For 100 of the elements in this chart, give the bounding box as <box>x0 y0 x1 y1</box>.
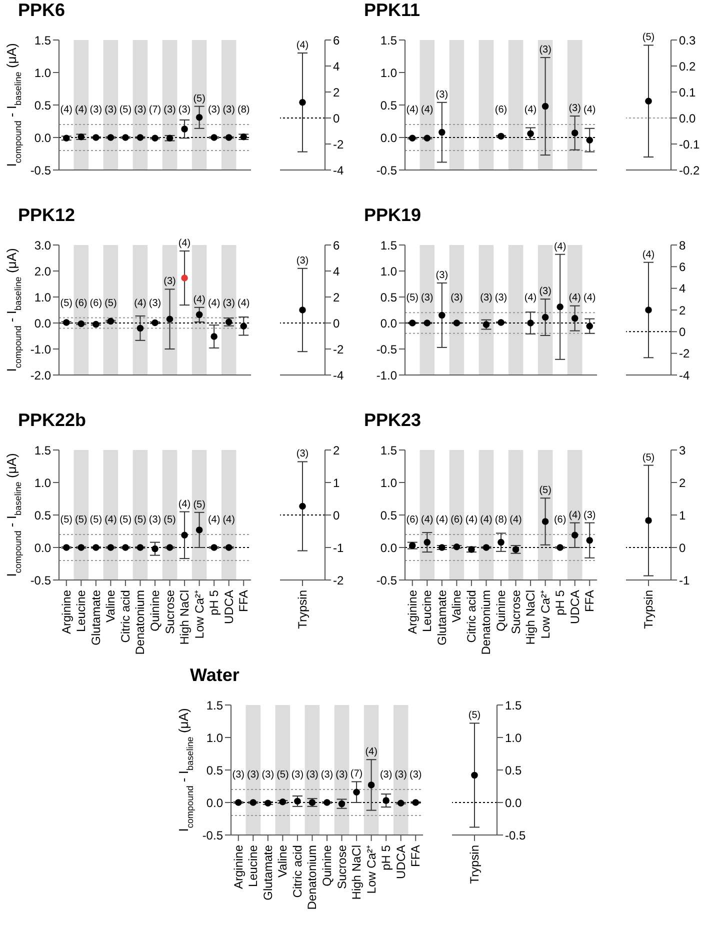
annotation: (6) <box>75 298 88 309</box>
y-tick-label: 0.5 <box>34 98 52 112</box>
annotation: (3) <box>436 89 448 100</box>
annotation: (4) <box>568 510 581 521</box>
y-tick-label: 1.5 <box>380 443 398 458</box>
annotation: (4) <box>104 514 117 526</box>
annotation: (4) <box>554 241 566 252</box>
annotation: (3) <box>134 104 146 116</box>
x-tick-label: pH 5 <box>379 844 394 870</box>
annotation: (4) <box>406 104 418 116</box>
annotation: (6) <box>90 298 102 309</box>
annotation: (3) <box>539 286 552 298</box>
y-tick-label: -0.5 <box>505 828 526 842</box>
annotation: (6) <box>554 514 566 526</box>
annotation: (8) <box>494 514 508 526</box>
y-tick-label: 0.1 <box>679 85 696 100</box>
y-tick-label: 0.0 <box>206 796 224 810</box>
annotation: (4) <box>134 298 146 309</box>
y-tick-label: -4 <box>333 368 344 382</box>
annotation: (3) <box>291 770 304 780</box>
y-tick-label: -2 <box>333 573 344 588</box>
annotation: (4) <box>208 514 220 526</box>
annotation: (3) <box>262 770 274 780</box>
y-tick-label: 3 <box>679 443 686 458</box>
y-tick-label: 1.5 <box>34 33 52 48</box>
annotation: (3) <box>296 255 309 266</box>
y-tick-label: 1 <box>333 476 340 490</box>
annotation: (5) <box>468 710 481 722</box>
y-tick-label: 4 <box>333 59 340 74</box>
annotation: (3) <box>222 298 235 309</box>
chart-title: PPK6 <box>17 0 66 22</box>
x-tick-label: Sucrose <box>508 590 523 634</box>
annotation: (4) <box>296 40 309 51</box>
x-tick-label: Trypsin <box>296 590 310 629</box>
x-tick-label: Citric acid <box>118 590 132 643</box>
x-tick-label: Valine <box>276 844 290 878</box>
x-tick-label: UDCA <box>394 845 408 880</box>
x-tick-label: Citric acid <box>290 845 304 898</box>
y-tick-label: 8 <box>679 238 686 252</box>
y-tick-label: 0 <box>333 111 340 126</box>
y-tick-label: 0.5 <box>206 763 224 778</box>
annotation: (5) <box>642 452 655 464</box>
annotation: (5) <box>134 514 146 526</box>
annotation: (3) <box>539 44 552 56</box>
y-tick-label: 1.5 <box>380 238 398 252</box>
y-tick-label: 6 <box>679 260 686 274</box>
annotation: (3) <box>320 770 334 780</box>
annotation: (8) <box>238 104 250 116</box>
annotation: (4) <box>421 514 434 526</box>
y-tick-label: 0.5 <box>380 508 398 522</box>
x-tick-label: Denatonium <box>305 845 320 910</box>
annotation: (5) <box>60 298 72 309</box>
annotation: (4) <box>480 514 492 526</box>
x-tick-label: Leucine <box>246 844 260 888</box>
x-tick-label: High NaCl <box>178 590 192 645</box>
annotation: (5) <box>539 485 552 496</box>
y-tick-label: -0.5 <box>376 342 398 356</box>
y-tick-label: 1.5 <box>206 698 224 712</box>
y-tick-label: 0.0 <box>380 316 398 330</box>
x-tick-label: Valine <box>104 590 118 622</box>
y-tick-label: -0.5 <box>376 163 398 178</box>
annotation: (6) <box>494 104 508 116</box>
y-tick-label: 6 <box>333 238 340 252</box>
y-tick-label: -0.5 <box>202 828 224 842</box>
x-tick-label: Sucrose <box>334 844 349 890</box>
annotation: (3) <box>164 104 176 116</box>
x-tick-label: Leucine <box>74 590 88 632</box>
annotation: (4) <box>524 104 537 116</box>
annotation: (3) <box>568 103 581 114</box>
annotation: (5) <box>276 770 289 780</box>
x-tick-label: Low Ca²⁺ <box>192 590 206 639</box>
annotation: (4) <box>178 238 191 249</box>
annotation: (4) <box>524 292 537 304</box>
x-tick-label: pH 5 <box>207 590 222 616</box>
annotation: (3) <box>450 292 463 304</box>
y-tick-label: 0.0 <box>505 796 522 810</box>
annotation: (4) <box>75 104 88 116</box>
y-tick-label: -4 <box>679 368 690 382</box>
x-tick-label: FFA <box>236 590 251 612</box>
annotation: (4) <box>193 294 206 306</box>
annotation: (3) <box>222 104 235 116</box>
annotation: (6) <box>406 514 418 526</box>
annotation: (5) <box>119 104 132 116</box>
y-tick-label: 0 <box>679 324 686 339</box>
annotation: (5) <box>193 93 206 104</box>
y-tick-label: -2.0 <box>30 368 52 382</box>
x-tick-label: Quinine <box>148 590 162 632</box>
x-tick-label: Arginine <box>231 844 246 890</box>
y-tick-label: 0.0 <box>34 540 52 555</box>
annotation: (4) <box>465 514 478 526</box>
annotation: (5) <box>75 514 88 526</box>
annotation: (5) <box>164 514 176 526</box>
annotation: (4) <box>568 292 581 304</box>
chart-title: Water <box>189 665 240 687</box>
annotation: (4) <box>60 104 72 116</box>
annotation: (4) <box>421 104 434 116</box>
annotation: (3) <box>421 292 434 304</box>
y-tick-label: -0.5 <box>376 573 398 588</box>
annotation: (3) <box>178 104 191 116</box>
annotation: (5) <box>104 298 117 309</box>
